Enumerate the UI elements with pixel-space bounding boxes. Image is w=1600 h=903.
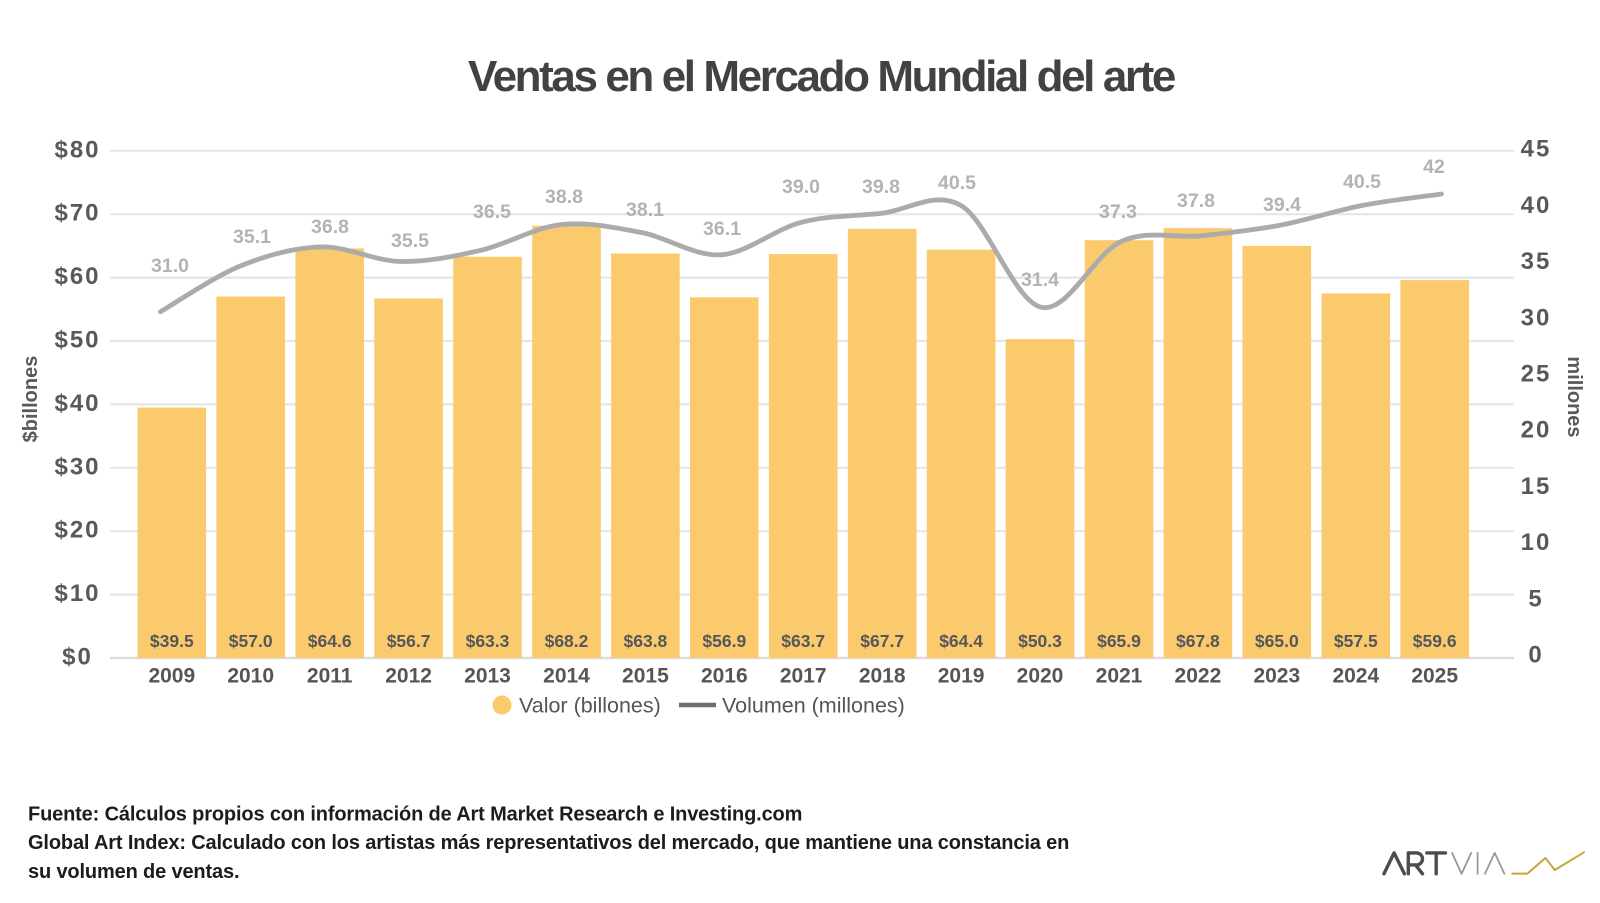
svg-text:0: 0 xyxy=(1528,642,1543,669)
svg-text:$billones: $billones xyxy=(20,356,42,443)
svg-text:2019: 2019 xyxy=(938,665,985,688)
svg-text:$65.9: $65.9 xyxy=(1097,631,1141,651)
svg-text:$56.9: $56.9 xyxy=(702,631,746,651)
svg-text:2013: 2013 xyxy=(464,665,511,688)
svg-text:2011: 2011 xyxy=(307,665,353,688)
svg-text:2022: 2022 xyxy=(1175,665,1222,688)
svg-text:$64.6: $64.6 xyxy=(308,631,352,651)
svg-text:39.0: 39.0 xyxy=(782,176,820,198)
svg-text:$56.7: $56.7 xyxy=(387,631,431,651)
svg-text:$57.5: $57.5 xyxy=(1334,631,1378,651)
svg-text:2014: 2014 xyxy=(543,665,590,688)
svg-text:$40: $40 xyxy=(54,390,100,417)
svg-text:$20: $20 xyxy=(54,517,100,544)
svg-text:2025: 2025 xyxy=(1411,665,1458,688)
svg-text:37.3: 37.3 xyxy=(1099,201,1137,223)
svg-text:$67.7: $67.7 xyxy=(860,631,904,651)
svg-text:31.4: 31.4 xyxy=(1021,269,1059,291)
svg-text:35: 35 xyxy=(1521,248,1552,275)
svg-text:38.8: 38.8 xyxy=(545,186,583,208)
svg-text:2024: 2024 xyxy=(1332,665,1379,688)
svg-text:2010: 2010 xyxy=(227,665,274,688)
svg-text:2020: 2020 xyxy=(1017,665,1064,688)
svg-text:$63.3: $63.3 xyxy=(466,631,510,651)
svg-text:$0: $0 xyxy=(62,644,93,671)
svg-text:36.8: 36.8 xyxy=(311,216,349,238)
svg-text:$63.8: $63.8 xyxy=(624,631,668,651)
svg-text:35.5: 35.5 xyxy=(391,230,429,252)
svg-text:millones: millones xyxy=(1563,356,1585,437)
svg-text:$59.6: $59.6 xyxy=(1413,631,1457,651)
svg-text:$50: $50 xyxy=(54,327,100,354)
svg-text:$64.4: $64.4 xyxy=(939,631,983,651)
svg-text:$39.5: $39.5 xyxy=(150,631,194,651)
svg-text:2016: 2016 xyxy=(701,665,748,688)
svg-text:2018: 2018 xyxy=(859,665,906,688)
svg-text:10: 10 xyxy=(1521,529,1552,556)
svg-text:36.1: 36.1 xyxy=(703,218,741,240)
svg-text:$68.2: $68.2 xyxy=(545,631,589,651)
svg-text:20: 20 xyxy=(1521,417,1552,444)
svg-text:$80: $80 xyxy=(54,136,100,163)
svg-text:Global Art Index: Calculado co: Global Art Index: Calculado con los arti… xyxy=(28,832,1069,854)
svg-text:2023: 2023 xyxy=(1253,665,1300,688)
svg-text:15: 15 xyxy=(1521,473,1552,500)
svg-text:40.5: 40.5 xyxy=(938,172,976,194)
svg-text:Valor (billones): Valor (billones) xyxy=(519,694,661,718)
svg-text:su volumen de ventas.: su volumen de ventas. xyxy=(28,861,239,883)
svg-text:31.0: 31.0 xyxy=(151,255,189,277)
svg-text:39.4: 39.4 xyxy=(1263,194,1301,216)
svg-text:40.5: 40.5 xyxy=(1343,171,1381,193)
svg-text:$10: $10 xyxy=(54,580,100,607)
svg-text:37.8: 37.8 xyxy=(1177,190,1215,212)
svg-text:35.1: 35.1 xyxy=(233,226,271,248)
svg-text:45: 45 xyxy=(1521,136,1552,163)
svg-text:Ventas en el Mercado Mundial d: Ventas en el Mercado Mundial del arte xyxy=(468,52,1175,101)
svg-text:38.1: 38.1 xyxy=(626,199,664,221)
svg-text:$70: $70 xyxy=(54,200,100,227)
svg-text:40: 40 xyxy=(1521,192,1552,219)
svg-text:25: 25 xyxy=(1521,361,1552,388)
svg-text:2021: 2021 xyxy=(1096,665,1143,688)
svg-text:2009: 2009 xyxy=(148,665,195,688)
svg-text:$60: $60 xyxy=(54,263,100,290)
svg-text:2015: 2015 xyxy=(622,665,669,688)
svg-text:$50.3: $50.3 xyxy=(1018,631,1062,651)
svg-text:Volumen (millones): Volumen (millones) xyxy=(722,694,905,718)
svg-text:39.8: 39.8 xyxy=(862,176,900,198)
svg-text:5: 5 xyxy=(1528,585,1543,612)
svg-text:$57.0: $57.0 xyxy=(229,631,273,651)
svg-text:42: 42 xyxy=(1423,156,1445,178)
svg-text:2012: 2012 xyxy=(385,665,432,688)
svg-text:30: 30 xyxy=(1521,304,1552,331)
svg-text:Fuente: Cálculos propios con i: Fuente: Cálculos propios con información… xyxy=(28,803,802,825)
svg-text:$67.8: $67.8 xyxy=(1176,631,1220,651)
svg-text:$63.7: $63.7 xyxy=(781,631,825,651)
svg-text:2017: 2017 xyxy=(780,665,827,688)
svg-text:$30: $30 xyxy=(54,453,100,480)
svg-text:36.5: 36.5 xyxy=(473,201,511,223)
svg-text:$65.0: $65.0 xyxy=(1255,631,1299,651)
